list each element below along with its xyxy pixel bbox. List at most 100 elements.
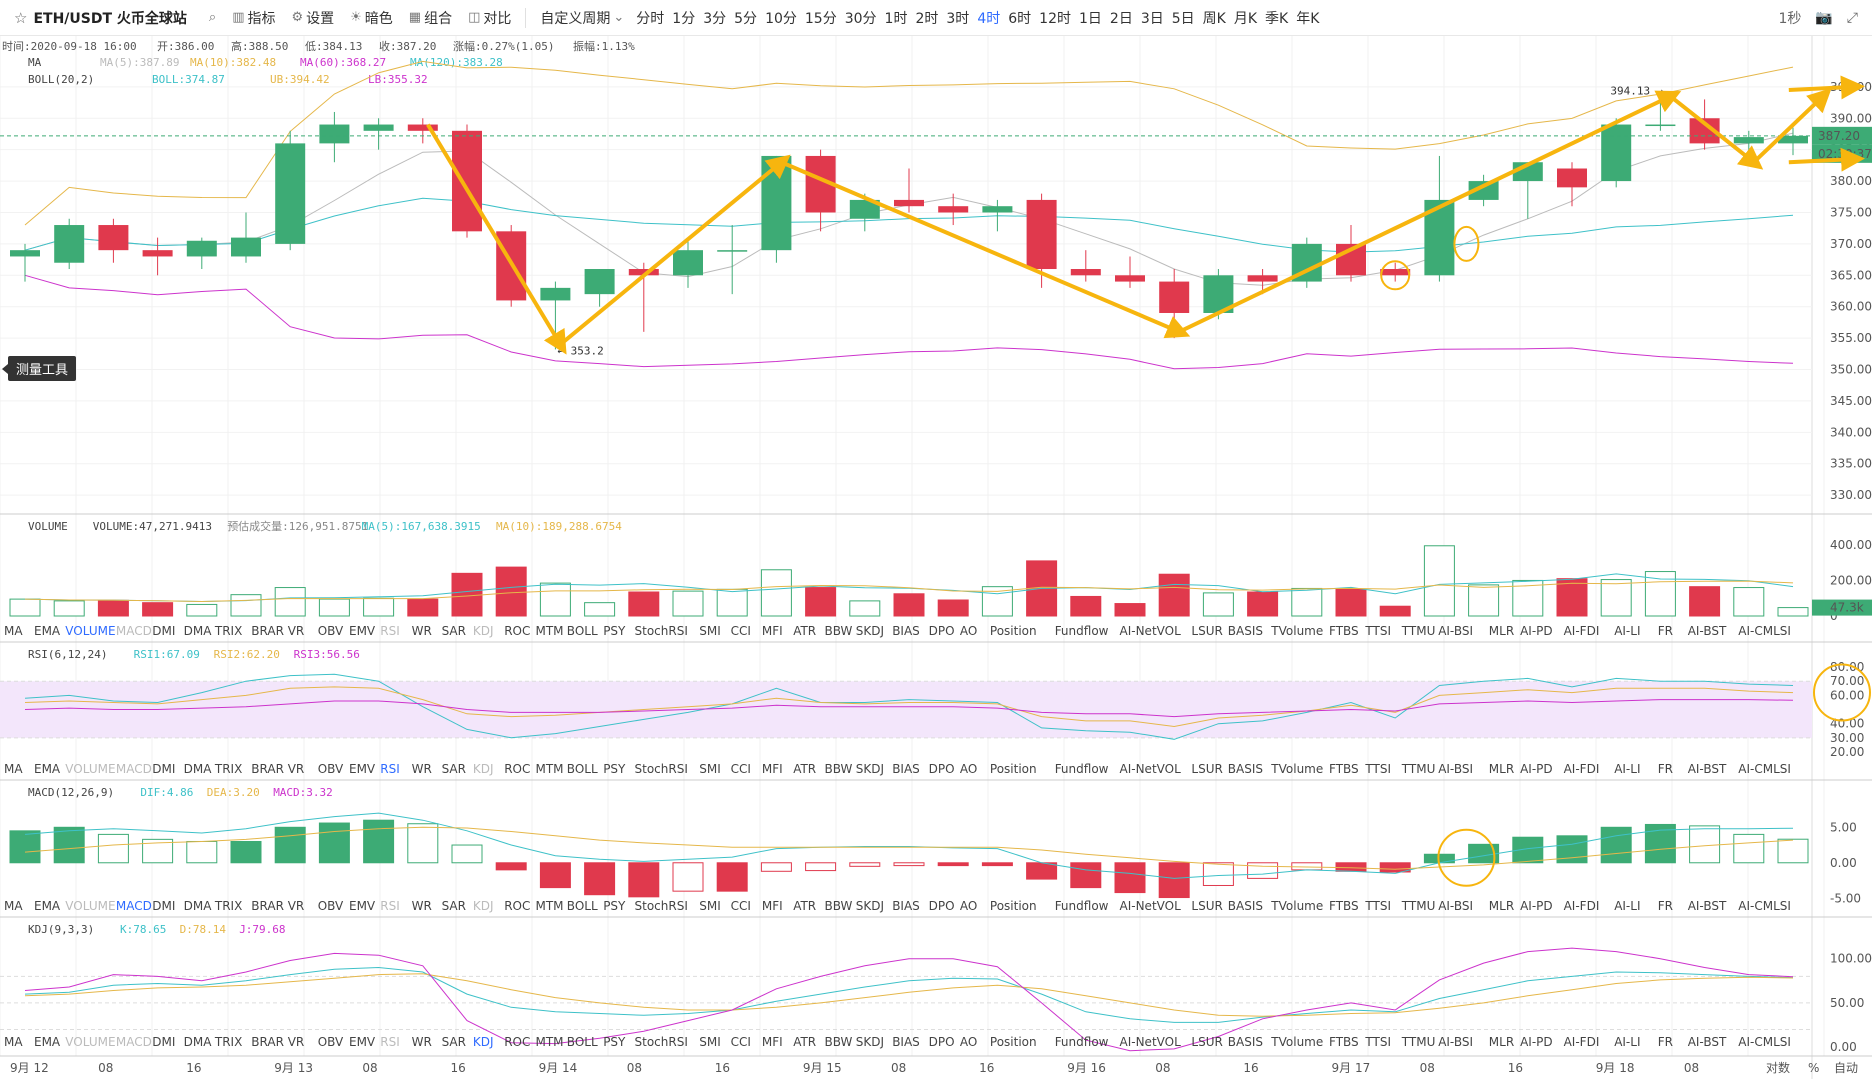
indicator-tab-23[interactable]: ATR xyxy=(793,899,816,913)
indicator-tab-40[interactable]: AI-PD xyxy=(1520,624,1553,638)
indicator-tab-15[interactable]: ROC xyxy=(504,1035,530,1049)
indicator-tab-16[interactable]: MTM xyxy=(536,762,564,776)
indicator-tab-8[interactable]: VR xyxy=(288,1035,305,1049)
indicator-tab-2[interactable]: VOLUME xyxy=(65,762,115,776)
indicator-tab-19[interactable]: StochRSI xyxy=(635,1035,688,1049)
indicator-tab-31[interactable]: AI-NetVOL xyxy=(1120,1035,1182,1049)
indicator-tab-15[interactable]: ROC xyxy=(504,762,530,776)
indicator-tab-3[interactable]: MACD xyxy=(116,762,152,776)
indicator-tab-28[interactable]: AO xyxy=(960,762,977,776)
indicator-tab-8[interactable]: VR xyxy=(288,762,305,776)
candle-body-35[interactable] xyxy=(1557,168,1587,188)
indicator-tab-37[interactable]: TTMU xyxy=(1401,762,1436,776)
candle-body-21[interactable] xyxy=(938,206,969,213)
indicator-tab-5[interactable]: DMA xyxy=(184,624,213,638)
indicator-tab-0[interactable]: MA xyxy=(4,624,23,638)
candle-body-10[interactable] xyxy=(452,130,482,232)
indicator-tab-38[interactable]: AI-BSI xyxy=(1438,762,1473,776)
indicator-tab-36[interactable]: TTSI xyxy=(1364,762,1391,776)
period-11[interactable]: 6时 xyxy=(1008,10,1032,27)
indicator-tab-3[interactable]: MACD xyxy=(116,624,152,638)
indicator-tab-7[interactable]: BRAR xyxy=(251,762,284,776)
indicator-tab-44[interactable]: AI-BST xyxy=(1688,762,1727,776)
compare-button[interactable]: ◫ 对比 xyxy=(468,8,511,28)
indicator-tab-9[interactable]: OBV xyxy=(318,1035,344,1049)
indicator-tab-15[interactable]: ROC xyxy=(504,899,530,913)
indicator-tab-16[interactable]: MTM xyxy=(536,1035,564,1049)
indicator-tab-30[interactable]: Fundflow xyxy=(1055,762,1109,776)
indicator-tab-43[interactable]: FR xyxy=(1658,624,1673,638)
indicator-tab-41[interactable]: AI-FDI xyxy=(1564,624,1600,638)
indicator-tab-27[interactable]: DPO xyxy=(929,1035,955,1049)
indicator-tab-44[interactable]: AI-BST xyxy=(1688,899,1727,913)
indicator-tab-1[interactable]: EMA xyxy=(34,1035,61,1049)
indicator-tab-23[interactable]: ATR xyxy=(793,1035,816,1049)
indicator-tab-14[interactable]: KDJ xyxy=(473,624,494,638)
indicator-tab-20[interactable]: SMI xyxy=(699,624,721,638)
indicator-tab-42[interactable]: AI-LI xyxy=(1614,1035,1640,1049)
period-5[interactable]: 15分 xyxy=(804,10,837,27)
indicator-tab-45[interactable]: AI-CMLSI xyxy=(1738,762,1791,776)
candle-body-3[interactable] xyxy=(142,250,173,257)
indicator-tab-25[interactable]: SKDJ xyxy=(856,899,884,913)
camera-icon[interactable]: 📷 xyxy=(1815,9,1833,26)
indicator-tab-32[interactable]: LSUR xyxy=(1191,762,1222,776)
indicator-tab-16[interactable]: MTM xyxy=(536,899,564,913)
indicator-tab-29[interactable]: Position xyxy=(990,1035,1037,1049)
candle-body-20[interactable] xyxy=(894,199,924,207)
indicator-tab-8[interactable]: VR xyxy=(288,624,305,638)
indicator-tab-45[interactable]: AI-CMLSI xyxy=(1738,1035,1791,1049)
indicator-tab-41[interactable]: AI-FDI xyxy=(1564,1035,1600,1049)
indicator-tab-28[interactable]: AO xyxy=(960,624,977,638)
indicator-tab-18[interactable]: PSY xyxy=(603,899,626,913)
candle-body-22[interactable] xyxy=(982,206,1013,213)
indicator-tab-39[interactable]: MLR xyxy=(1489,624,1514,638)
indicator-tab-21[interactable]: CCI xyxy=(731,762,751,776)
candle-body-24[interactable] xyxy=(1070,269,1101,276)
indicator-tab-42[interactable]: AI-LI xyxy=(1614,624,1640,638)
indicator-tab-24[interactable]: BBW xyxy=(825,1035,853,1049)
indicator-tab-9[interactable]: OBV xyxy=(318,762,344,776)
indicator-tab-7[interactable]: BRAR xyxy=(251,624,284,638)
candle-body-40[interactable] xyxy=(1778,135,1808,144)
candle-body-17[interactable] xyxy=(761,155,792,251)
candle-body-6[interactable] xyxy=(275,143,306,244)
indicator-tab-32[interactable]: LSUR xyxy=(1191,1035,1222,1049)
dark-mode-button[interactable]: ☀ 暗色 xyxy=(350,8,393,28)
indicator-tab-18[interactable]: PSY xyxy=(603,762,626,776)
period-3[interactable]: 5分 xyxy=(734,10,758,27)
period-8[interactable]: 2时 xyxy=(915,10,939,27)
indicator-tab-2[interactable]: VOLUME xyxy=(65,1035,115,1049)
indicator-tab-43[interactable]: FR xyxy=(1658,899,1673,913)
candle-body-7[interactable] xyxy=(319,124,350,144)
indicator-tab-9[interactable]: OBV xyxy=(318,624,344,638)
indicator-tab-14[interactable]: KDJ xyxy=(473,762,494,776)
indicator-tab-11[interactable]: RSI xyxy=(380,1035,400,1049)
candle-body-14[interactable] xyxy=(628,269,659,276)
indicator-tab-24[interactable]: BBW xyxy=(825,624,853,638)
candle-body-36[interactable] xyxy=(1601,124,1632,182)
indicator-tab-34[interactable]: TVolume xyxy=(1270,762,1323,776)
candle-body-33[interactable] xyxy=(1468,181,1499,200)
indicator-tab-10[interactable]: EMV xyxy=(349,762,376,776)
indicator-tab-5[interactable]: DMA xyxy=(184,1035,213,1049)
indicator-tab-27[interactable]: DPO xyxy=(929,762,955,776)
indicator-tab-1[interactable]: EMA xyxy=(34,762,61,776)
indicator-tab-38[interactable]: AI-BSI xyxy=(1438,1035,1473,1049)
period-1[interactable]: 1分 xyxy=(672,10,696,27)
indicator-tab-24[interactable]: BBW xyxy=(825,762,853,776)
indicator-tab-36[interactable]: TTSI xyxy=(1364,899,1391,913)
candle-body-0[interactable] xyxy=(10,250,40,257)
indicator-tab-32[interactable]: LSUR xyxy=(1191,899,1222,913)
candle-body-9[interactable] xyxy=(407,124,438,131)
indicator-tab-37[interactable]: TTMU xyxy=(1401,624,1436,638)
indicator-tab-36[interactable]: TTSI xyxy=(1364,624,1391,638)
period-2[interactable]: 3分 xyxy=(703,10,727,27)
indicator-tab-20[interactable]: SMI xyxy=(699,762,721,776)
indicator-tab-20[interactable]: SMI xyxy=(699,899,721,913)
indicator-tab-43[interactable]: FR xyxy=(1658,762,1673,776)
indicator-tab-41[interactable]: AI-FDI xyxy=(1564,899,1600,913)
indicator-tab-25[interactable]: SKDJ xyxy=(856,762,884,776)
candle-body-16[interactable] xyxy=(717,250,748,252)
kline-chart[interactable]: 395.00390.00385.00380.00375.00370.00365.… xyxy=(0,36,1872,1079)
